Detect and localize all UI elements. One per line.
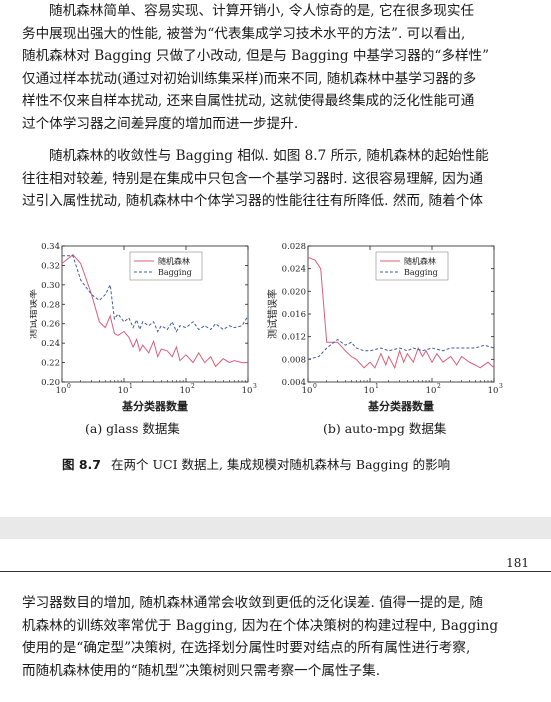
text-line: 务中展现出强大的性能, 被誉为“代表集成学习技术水平的方法”. 可以看出,: [22, 25, 466, 42]
y-tick-label: 0.26: [41, 320, 60, 330]
y-tick-label: 0.28: [41, 300, 60, 310]
text-line: 机森林的训练效率常优于 Bagging, 因为在个体决策树的构建过程中, Bag…: [22, 617, 499, 634]
y-axis-label: 测试错误率: [266, 289, 279, 339]
y-tick-label: 0.020: [282, 287, 306, 297]
x-tick-label: 10: [242, 386, 253, 396]
x-tick-label: 10: [364, 386, 375, 396]
legend-box: [129, 251, 203, 281]
x-tick-exponent: 1: [375, 383, 379, 390]
x-tick-exponent: 3: [253, 383, 257, 390]
plot-frame: [61, 245, 249, 383]
x-axis-label: 基分类器数量: [367, 399, 434, 413]
series-line: [307, 256, 495, 370]
y-tick-label: 0.012: [282, 333, 306, 343]
subcaption-glass: (a) glass 数据集: [85, 421, 180, 436]
figure-label: 图 8.7: [62, 457, 101, 472]
text-line: 使用的是“确定型”决策树, 在选择划分属性时要对结点的所有属性进行考察,: [22, 640, 471, 656]
y-tick-label: 0.34: [41, 242, 60, 252]
legend-label: 随机森林: [404, 256, 436, 266]
y-tick-label: 0.008: [282, 355, 306, 365]
text-line: 而随机森林使用的“随机型”决策树则只需考察一个属性子集.: [22, 662, 381, 679]
y-axis-label: 测试错误率: [30, 289, 39, 339]
legend-label: 随机森林: [158, 256, 190, 266]
text-line: 随机森林的收敛性与 Bagging 相似. 如图 8.7 所示, 随机森林的起始…: [49, 148, 489, 164]
text-line: 随机森林对 Bagging 只做了小改动, 但是与 Bagging 中基学习器的…: [22, 48, 490, 64]
y-tick-label: 0.22: [41, 359, 60, 369]
x-tick-label: 10: [302, 386, 313, 396]
series-line: [307, 338, 495, 360]
header-rule: [0, 571, 551, 572]
upper-page: [0, 0, 551, 517]
subcaption-auto-mpg: (b) auto-mpg 数据集: [323, 421, 447, 436]
y-tick-label: 0.024: [282, 265, 306, 275]
y-tick-label: 0.20: [41, 378, 60, 388]
x-tick-label: 10: [56, 386, 67, 396]
text-line: 学习器数目的增加, 随机森林通常会收敛到更低的泛化误差. 值得一提的是, 随: [22, 595, 483, 611]
text-line: 随机森林简单、容易实现、计算开销小, 令人惊奇的是, 它在很多现实任: [49, 3, 475, 19]
text-line: 过个体学习器之间差异度的增加而进一步提升.: [22, 115, 299, 132]
legend-box: [375, 251, 449, 281]
y-tick-label: 0.028: [282, 242, 306, 252]
legend-label: Bagging: [404, 268, 438, 277]
page-gap: [0, 517, 551, 539]
paragraph-2: 随机森林的收敛性与 Bagging 相似. 如图 8.7 所示, 随机森林的起始…: [22, 145, 532, 213]
y-tick-label: 0.004: [282, 378, 306, 388]
y-tick-label: 0.32: [41, 261, 60, 271]
lower-page: [0, 539, 551, 702]
y-tick-label: 0.24: [41, 339, 60, 349]
y-tick-label: 0.30: [41, 281, 60, 291]
paragraph-1: 随机森林简单、容易实现、计算开销小, 令人惊奇的是, 它在很多现实任 务中展现出…: [22, 0, 532, 135]
text-line: 往往相对较差, 特别是在集成中只包含一个基学习器时. 这很容易理解, 因为通: [22, 170, 483, 187]
x-tick-exponent: 1: [129, 383, 133, 390]
page-number: 181: [506, 556, 529, 570]
x-tick-label: 10: [488, 386, 499, 396]
series-line: [61, 254, 248, 368]
series-line: [62, 255, 249, 333]
text-line: 仅通过样本扰动(通过对初始训练集采样)而来不同, 随机森林中基学习器的多: [22, 70, 477, 87]
text-line: 样性不仅来自样本扰动, 还来自属性扰动, 这就使得最终集成的泛化性能可通: [22, 93, 475, 109]
x-tick-label: 10: [426, 386, 437, 396]
figure-caption-text: 在两个 UCI 数据上, 集成规模对随机森林与 Bagging 的影响: [111, 457, 451, 472]
legend-label: Bagging: [158, 268, 192, 277]
x-axis-label: 基分类器数量: [121, 399, 188, 413]
paragraph-3: 学习器数目的增加, 随机森林通常会收敛到更低的泛化误差. 值得一提的是, 随 机…: [22, 592, 532, 682]
x-tick-exponent: 3: [499, 383, 503, 390]
x-tick-label: 10: [118, 386, 129, 396]
x-tick-exponent: 0: [67, 383, 71, 390]
y-tick-label: 0.016: [282, 310, 306, 320]
x-tick-exponent: 0: [313, 383, 317, 390]
text-line: 过引入属性扰动, 随机森林中个体学习器的性能往往有所降低. 然而, 随着个体: [22, 193, 483, 209]
x-tick-label: 10: [180, 386, 191, 396]
x-tick-exponent: 2: [437, 383, 441, 390]
x-tick-exponent: 2: [191, 383, 195, 390]
figure-caption: 图 8.7 在两个 UCI 数据上, 集成规模对随机森林与 Bagging 的影响: [62, 454, 450, 473]
